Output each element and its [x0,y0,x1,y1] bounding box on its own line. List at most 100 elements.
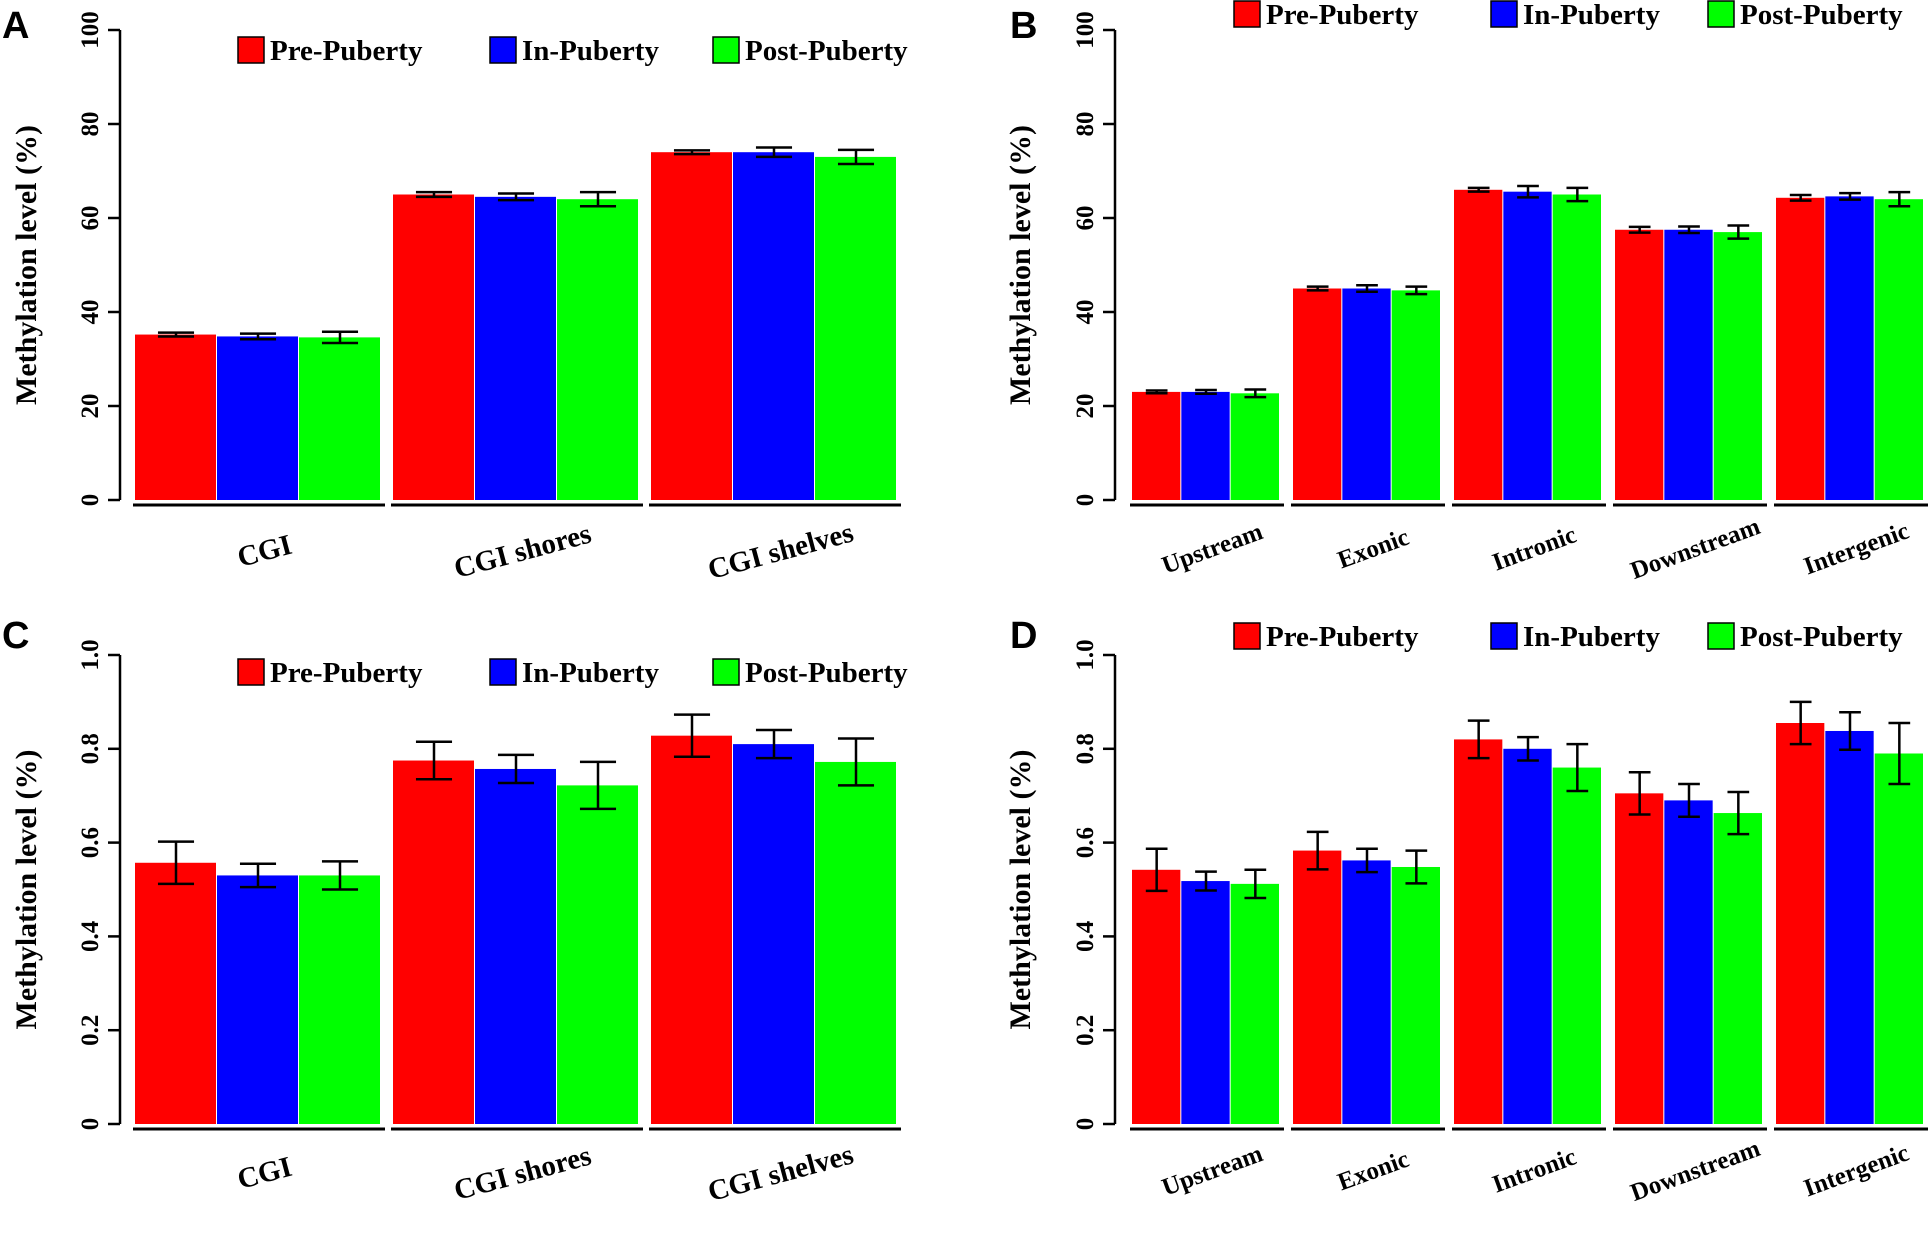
bar-in-puberty [1825,196,1874,500]
category-label: CGI shores [451,1140,595,1207]
y-tick-label: 100 [1072,11,1099,49]
bar-post-puberty [299,875,380,1124]
y-tick-label: 100 [77,11,104,49]
bar-in-puberty [1181,881,1230,1124]
chart-panel-b: B 0 20 40 60 80 100 Methylation level (%) Upstre… [1004,0,1928,585]
y-tick-label: 0.4 [77,920,104,952]
bar-in-puberty [733,152,814,500]
bar-pre-puberty [1454,189,1503,501]
y-tick-label: 0 [77,494,104,507]
category-label: Downstream [1627,513,1764,585]
y-axis-title: Methylation level (%) [1004,750,1037,1030]
category-label: CGI shelves [705,1139,857,1208]
legend-swatch [489,36,517,64]
bar-pre-puberty [135,334,216,500]
legend-label: In-Puberty [522,657,659,689]
legend-label: In-Puberty [522,35,659,67]
y-tick-label: 0.2 [77,1015,104,1046]
y-tick-label: 80 [77,112,104,137]
category-label: CGI [234,529,295,574]
bar-post-puberty [1230,883,1279,1124]
y-tick-label: 1.0 [1072,639,1099,670]
panel-letter: B [1010,5,1037,47]
bar-pre-puberty [1615,793,1664,1124]
y-tick-label: 0.6 [77,827,104,858]
legend-swatch [712,36,740,64]
y-tick-label: 20 [77,394,104,419]
legend-label: In-Puberty [1523,621,1660,653]
category-label: Downstream [1627,1135,1764,1207]
y-tick-label: 20 [1072,394,1099,419]
y-axis-title: Methylation level (%) [10,125,43,405]
bar-post-puberty [1391,290,1440,500]
bar-post-puberty [1874,199,1923,500]
legend-label: Post-Puberty [745,35,908,67]
bar-in-puberty [1825,730,1874,1124]
bar-pre-puberty [393,194,474,500]
y-tick-label: 1.0 [77,639,104,670]
y-tick-label: 0.2 [1072,1015,1099,1046]
y-tick-label: 0.6 [1072,827,1099,858]
bar-in-puberty [1503,748,1552,1124]
category-label: Intergenic [1800,518,1912,581]
bar-pre-puberty [1293,850,1342,1124]
bar-post-puberty [1230,393,1279,500]
category-label: Upstream [1158,518,1266,579]
category-label: Intronic [1489,521,1580,576]
bar-pre-puberty [651,735,732,1124]
legend-swatch [1707,622,1735,650]
chart-panel-a: A 0 20 40 60 80 100 Methylation level (%) CGI CGI… [2,5,908,586]
bar-post-puberty [815,761,896,1124]
y-axis-title: Methylation level (%) [1004,125,1037,405]
panel-letter: C [2,615,29,657]
y-tick-label: 0.8 [1072,733,1099,764]
category-label: Intergenic [1800,1140,1912,1203]
legend-label: Pre-Puberty [1266,621,1419,653]
legend-label: Pre-Puberty [1266,0,1419,31]
bar-in-puberty [1664,229,1713,500]
y-tick-label: 60 [77,206,104,231]
bar-post-puberty [557,199,638,500]
y-tick-label: 0.4 [1072,920,1099,952]
legend-swatch [489,658,517,686]
bar-pre-puberty [1615,229,1664,500]
legend-label: In-Puberty [1523,0,1660,31]
legend-swatch [1233,0,1261,28]
bar-pre-puberty [393,760,474,1124]
category-label: CGI shores [451,518,595,585]
bar-in-puberty [475,768,556,1124]
legend-label: Pre-Puberty [270,35,423,67]
category-label: Intronic [1489,1143,1580,1198]
y-tick-label: 80 [1072,112,1099,137]
bar-pre-puberty [651,152,732,500]
bar-post-puberty [1713,232,1762,500]
category-label: Exonic [1334,524,1412,575]
bar-post-puberty [1713,813,1762,1124]
y-tick-label: 0.8 [77,733,104,764]
chart-panel-c: C 0 0.2 0.4 0.6 0.8 1.0 Methylation level (%) CG… [2,615,908,1208]
bar-pre-puberty [1776,723,1825,1124]
bar-post-puberty [299,337,380,500]
legend-swatch [1707,0,1735,28]
legend-label: Post-Puberty [1740,621,1903,653]
y-axis-title: Methylation level (%) [10,750,43,1030]
category-label: CGI shelves [705,517,857,586]
bar-in-puberty [733,744,814,1124]
panel-letter: A [2,5,29,47]
bar-pre-puberty [1132,391,1181,500]
bar-in-puberty [1342,860,1391,1124]
y-tick-label: 60 [1072,206,1099,231]
legend-swatch [237,658,265,686]
legend-swatch [237,36,265,64]
bar-pre-puberty [1132,869,1181,1124]
bar-post-puberty [1552,194,1601,500]
bar-pre-puberty [1293,288,1342,500]
legend-label: Post-Puberty [1740,0,1903,31]
bar-post-puberty [1552,767,1601,1124]
bar-post-puberty [557,785,638,1124]
panel-letter: D [1010,615,1037,657]
bar-in-puberty [1664,800,1713,1124]
bar-in-puberty [217,336,298,500]
y-tick-label: 40 [1072,300,1099,325]
